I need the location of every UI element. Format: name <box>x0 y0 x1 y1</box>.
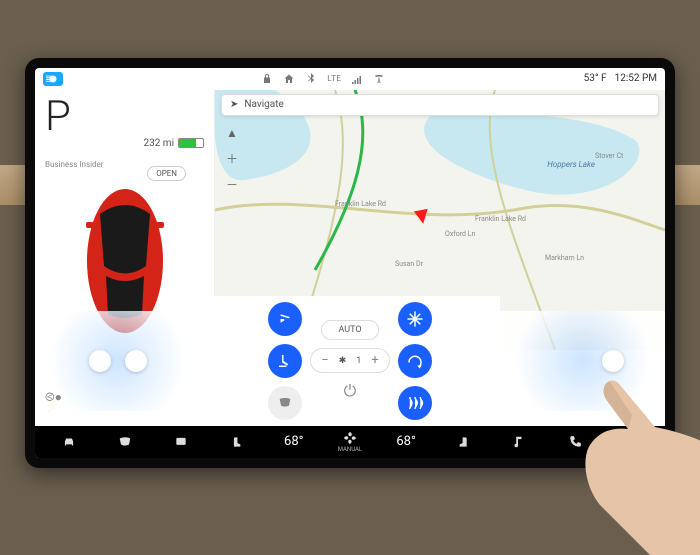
climate-overlay: ⧀● <box>35 296 665 426</box>
signal-bars-icon <box>351 73 363 85</box>
temp-left[interactable]: 68° <box>277 434 311 449</box>
navigate-label: Navigate <box>244 99 283 110</box>
tesla-icon[interactable] <box>373 73 385 85</box>
home-icon[interactable] <box>283 73 295 85</box>
navigate-search-bar[interactable]: ➤ Navigate <box>221 94 659 116</box>
battery-icon <box>178 138 204 148</box>
seat-heater-right-button[interactable] <box>445 435 479 449</box>
climate-controls: AUTO − ✱ 1 + ⏻ <box>200 296 500 426</box>
air-stream-left[interactable]: ⧀● <box>35 311 200 411</box>
air-stream-right[interactable] <box>500 311 665 411</box>
defrost-rear-button[interactable] <box>164 435 198 449</box>
zoom-out-button[interactable]: － <box>223 176 241 194</box>
vent-control-dot[interactable] <box>125 350 147 372</box>
airflow-windshield-button[interactable] <box>268 386 302 420</box>
recirculate-button[interactable] <box>398 344 432 378</box>
touchscreen-bezel: LTE 53° F 12:52 PM P 232 mi B <box>25 58 675 468</box>
fan-increase-button[interactable]: + <box>371 353 378 368</box>
cell-signal-label: LTE <box>327 74 341 83</box>
map-road-label: Franklin Lake Rd <box>335 200 386 208</box>
status-icons: LTE <box>261 73 385 85</box>
map-road-label: Susan Dr <box>395 260 423 268</box>
fan-icon: ✱ <box>339 356 347 366</box>
north-up-icon[interactable]: ▲ <box>223 124 241 142</box>
climate-power-button[interactable]: ⏻ <box>344 381 357 401</box>
lock-icon[interactable] <box>261 73 273 85</box>
airflow-feet-button[interactable] <box>268 344 302 378</box>
door-open-badge: OPEN <box>147 166 186 181</box>
display: LTE 53° F 12:52 PM P 232 mi B <box>35 68 665 458</box>
fan-decrease-button[interactable]: − <box>321 353 328 368</box>
volume-button[interactable] <box>614 435 648 449</box>
dashcam-icon[interactable]: ⧀● <box>45 390 62 405</box>
ac-button[interactable] <box>398 302 432 336</box>
seat-heater-left-button[interactable] <box>221 435 255 449</box>
seat-heat-button[interactable] <box>398 386 432 420</box>
zoom-in-button[interactable]: ＋ <box>223 150 241 168</box>
vent-control-dot[interactable] <box>602 350 624 372</box>
vent-control-dot[interactable] <box>89 350 111 372</box>
vehicle-marker <box>414 208 430 224</box>
fan-button[interactable]: MANUAL <box>333 431 367 453</box>
defrost-front-button[interactable] <box>108 435 142 449</box>
bluetooth-icon[interactable] <box>305 73 317 85</box>
outside-temp: 53° F <box>584 73 607 84</box>
clock: 12:52 PM <box>615 73 657 84</box>
temp-right[interactable]: 68° <box>389 434 423 449</box>
navigate-arrow-icon: ➤ <box>230 99 238 110</box>
range-value: 232 mi <box>143 138 174 149</box>
map-lake-label: Hoppers Lake <box>547 160 595 169</box>
bottom-dock: 68° MANUAL 68° <box>35 426 665 458</box>
climate-auto-button[interactable]: AUTO <box>321 320 378 340</box>
phone-button[interactable] <box>558 435 592 449</box>
map-road-label: Markham Ln <box>545 254 584 262</box>
map-road-label: Stover Ct <box>595 152 623 160</box>
music-button[interactable] <box>501 435 535 449</box>
car-app-button[interactable] <box>52 435 86 449</box>
status-bar: LTE 53° F 12:52 PM <box>35 68 665 90</box>
high-beam-icon <box>43 72 63 86</box>
map-road-label: Franklin Lake Rd <box>475 215 526 223</box>
gear-indicator: P <box>45 96 204 138</box>
map-road-label: Oxford Ln <box>445 230 475 238</box>
fan-speed-control: − ✱ 1 + <box>310 348 389 373</box>
airflow-face-button[interactable] <box>268 302 302 336</box>
fan-level: 1 <box>356 356 361 366</box>
